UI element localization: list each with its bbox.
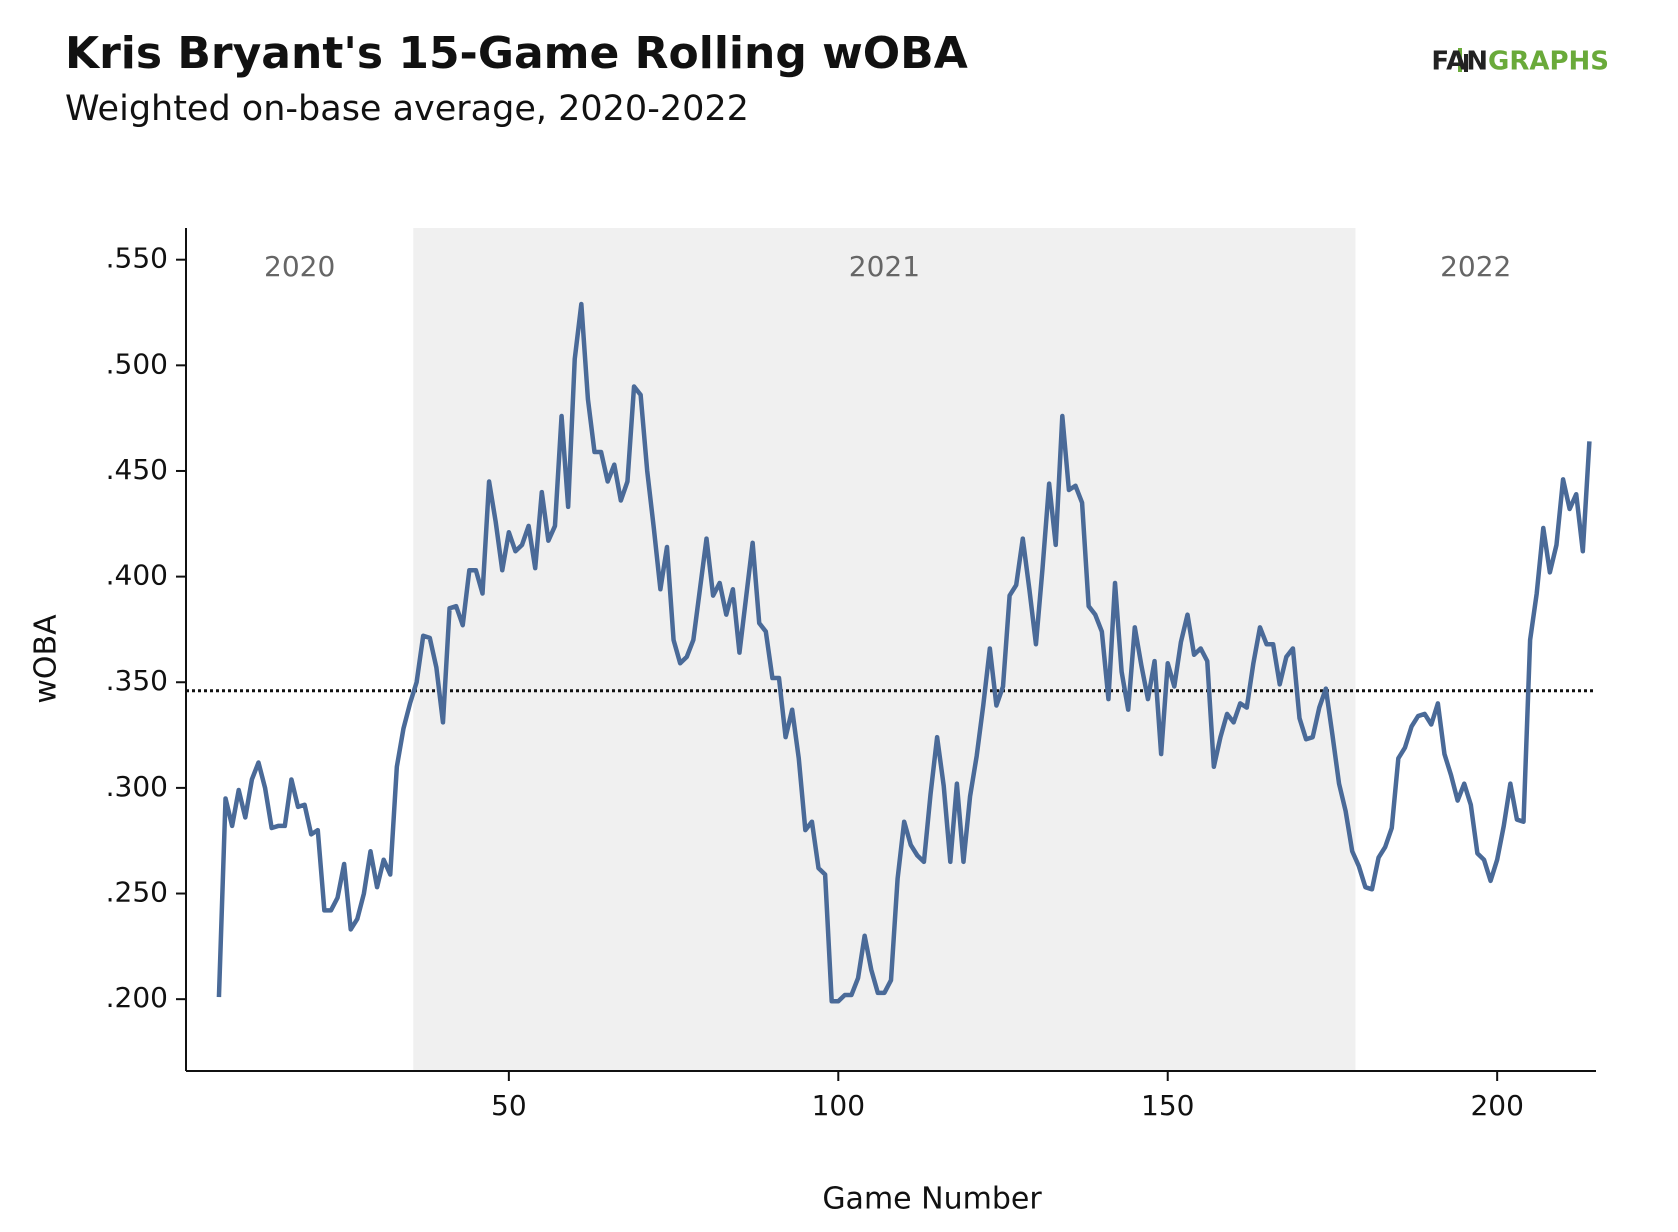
season-label: 2020 [264,250,335,283]
y-tick-label: .200 [106,981,168,1014]
x-tick-label: 150 [1141,1089,1194,1122]
y-tick-label: .250 [106,876,168,909]
logo-bar [1458,48,1462,72]
y-tick-label: .500 [106,347,168,380]
logo: FAN GRAPHS [1431,47,1609,77]
data-line [216,301,1592,1004]
x-axis-label: Game Number [822,1182,1042,1217]
y-tick-label: .550 [106,242,168,275]
season-label: 2022 [1440,250,1511,283]
x-tick-label: 50 [491,1089,527,1122]
chart-subtitle: Weighted on-base average, 2020-2022 [65,89,749,129]
y-tick-label: .400 [106,559,168,592]
logo-text: FAN [1431,47,1488,77]
logo-text: GRAPHS [1488,47,1609,77]
y-axis-label: wOBA [29,614,64,704]
x-tick-label: 100 [812,1089,865,1122]
season-shade [413,228,1356,1071]
logo-bar [1464,54,1468,72]
y-tick-label: .350 [106,664,168,697]
y-tick-label: .300 [106,770,168,803]
x-tick-label: 200 [1470,1089,1523,1122]
chart-title: Kris Bryant's 15-Game Rolling wOBA [65,28,968,79]
season-label: 2021 [849,250,920,283]
y-tick-label: .450 [106,453,168,486]
